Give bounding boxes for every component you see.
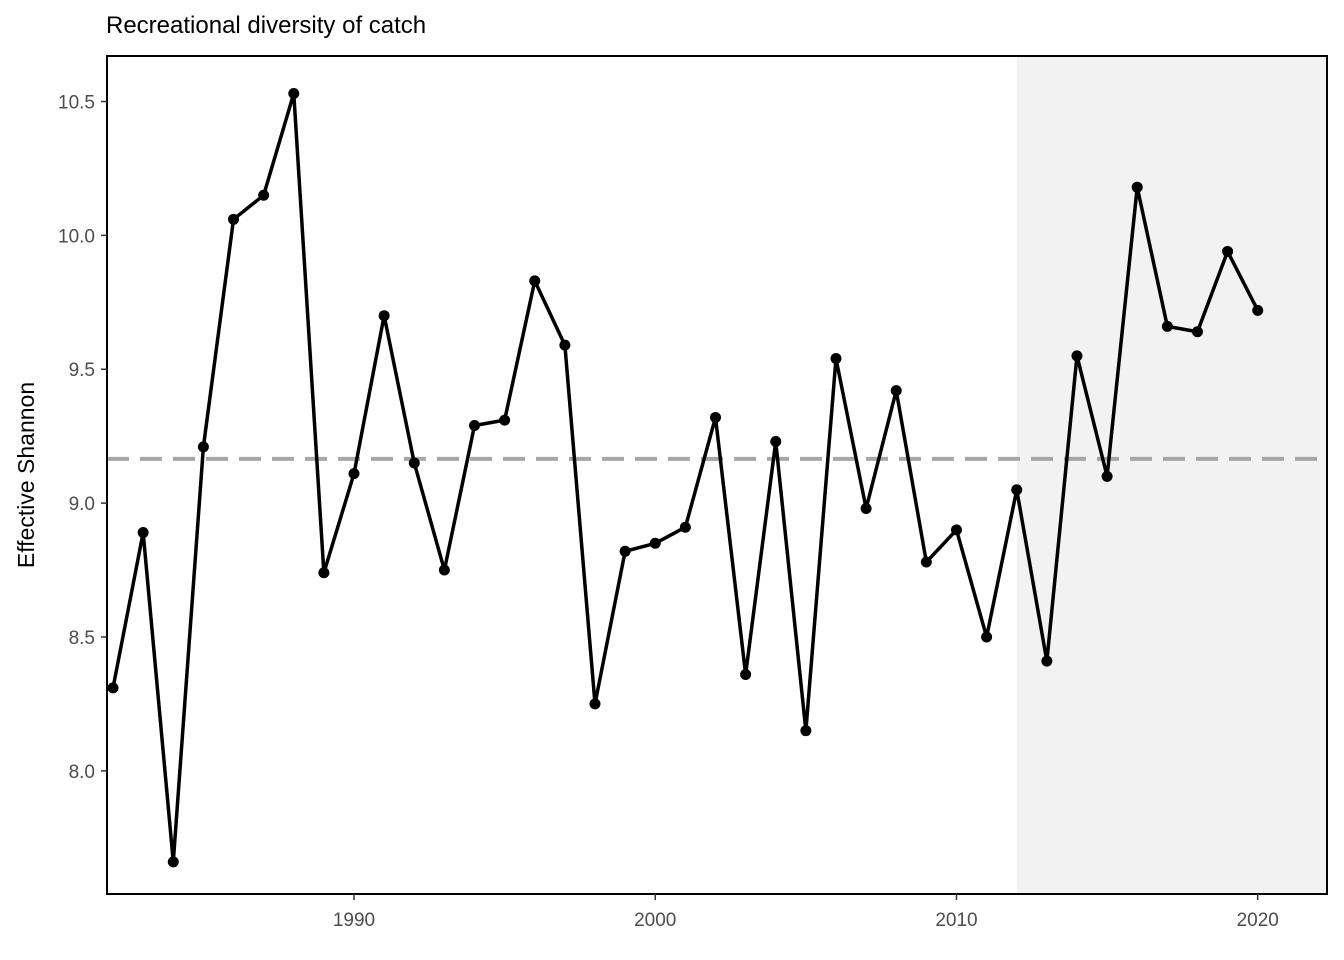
- data-point: [1161, 320, 1173, 332]
- data-point: [258, 189, 270, 201]
- x-axis: 1990 2000 2010 2020: [333, 894, 1279, 931]
- data-point: [348, 468, 360, 480]
- y-tick-label: 9.0: [69, 494, 95, 515]
- y-tick-label: 10.0: [58, 226, 95, 247]
- y-tick-label: 8.5: [69, 628, 95, 649]
- y-tick-label: 8.0: [69, 762, 95, 783]
- data-point: [197, 441, 209, 453]
- data-point: [770, 436, 782, 448]
- data-point: [469, 419, 481, 431]
- data-point: [920, 556, 932, 568]
- data-point: [709, 411, 721, 423]
- data-point: [438, 564, 450, 576]
- data-point: [107, 682, 119, 694]
- data-point: [890, 385, 902, 397]
- data-point: [288, 87, 300, 99]
- x-tick-label: 2010: [935, 910, 977, 931]
- x-tick-label: 1990: [333, 910, 375, 931]
- data-point: [318, 567, 330, 579]
- data-point: [981, 631, 993, 643]
- y-tick-label: 10.5: [58, 93, 95, 114]
- shaded-period: [1016, 56, 1327, 894]
- series-layer: [107, 87, 1264, 868]
- data-point: [830, 353, 842, 365]
- data-point: [950, 524, 962, 536]
- data-point: [800, 725, 812, 737]
- chart-title: Recreational diversity of catch: [106, 12, 427, 39]
- data-point: [1011, 484, 1023, 496]
- data-point: [559, 339, 571, 351]
- data-point: [228, 213, 240, 225]
- data-point: [740, 668, 752, 680]
- data-point: [1071, 350, 1083, 362]
- data-point: [860, 502, 872, 514]
- data-point: [1222, 245, 1234, 257]
- data-point: [499, 414, 511, 426]
- y-axis-title: Effective Shannon: [13, 382, 39, 568]
- data-point: [167, 856, 179, 868]
- y-tick-label: 9.5: [69, 360, 95, 381]
- y-axis: 8.0 8.5 9.0 9.5 10.0 10.5: [58, 93, 107, 783]
- data-point: [378, 310, 390, 322]
- data-point: [1131, 181, 1143, 193]
- data-point: [649, 537, 661, 549]
- data-point: [1191, 326, 1203, 338]
- data-point: [619, 545, 631, 557]
- plot-panel-border: [106, 55, 1328, 895]
- data-point: [679, 521, 691, 533]
- data-point: [1101, 470, 1113, 482]
- x-tick-label: 2020: [1237, 910, 1279, 931]
- data-point: [1041, 655, 1053, 667]
- data-point: [137, 527, 149, 539]
- data-point: [1252, 304, 1264, 316]
- data-point: [408, 457, 420, 469]
- data-point: [529, 275, 541, 287]
- x-tick-label: 2000: [634, 910, 676, 931]
- data-point: [589, 698, 601, 710]
